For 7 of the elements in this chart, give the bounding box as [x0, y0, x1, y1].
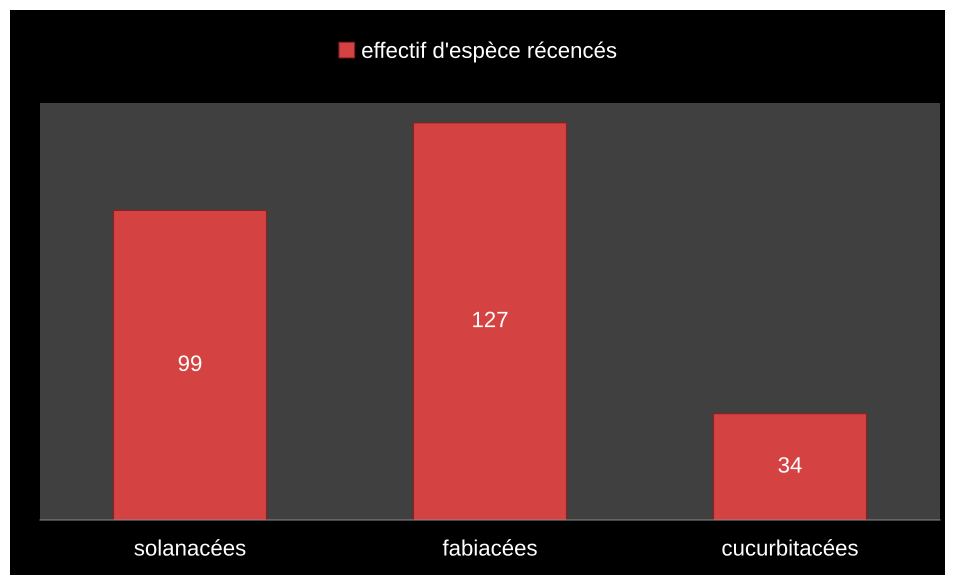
data-label: 34 [778, 457, 802, 473]
x-tick-label: cucurbitacées [722, 539, 858, 556]
x-tick-label: solanacées [134, 539, 246, 556]
legend-label: effectif d'espèce récencés [362, 42, 616, 62]
data-label: 99 [178, 355, 202, 372]
x-tick-label: fabiacées [442, 539, 537, 556]
data-label: 127 [473, 312, 508, 328]
